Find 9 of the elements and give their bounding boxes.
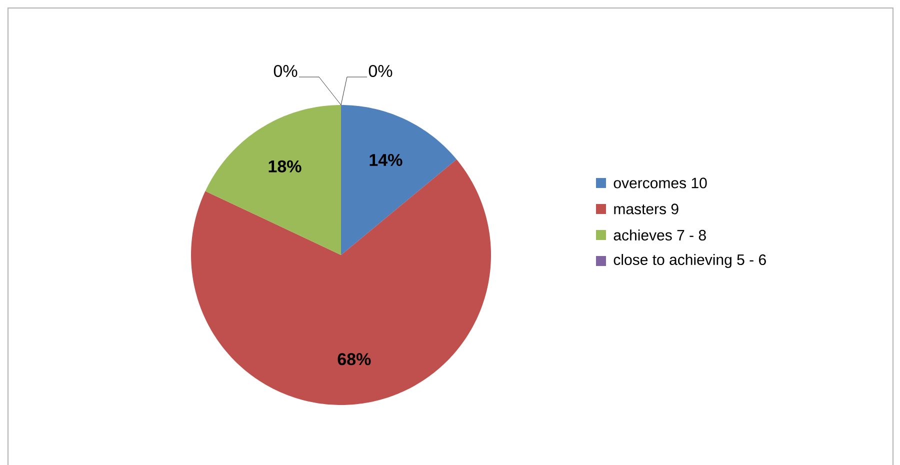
- legend-label: close to achieving 5 - 6: [614, 254, 766, 268]
- legend-label: achieves 7 - 8: [614, 229, 706, 240]
- legend-label: masters 9: [614, 203, 678, 214]
- legend-label: overcomes 10: [614, 177, 707, 188]
- data-label: 14%: [370, 154, 402, 166]
- data-label: 68%: [338, 352, 371, 365]
- text: 0%: [368, 64, 392, 77]
- data-label: 18%: [268, 160, 302, 172]
- text: 0%: [274, 64, 298, 77]
